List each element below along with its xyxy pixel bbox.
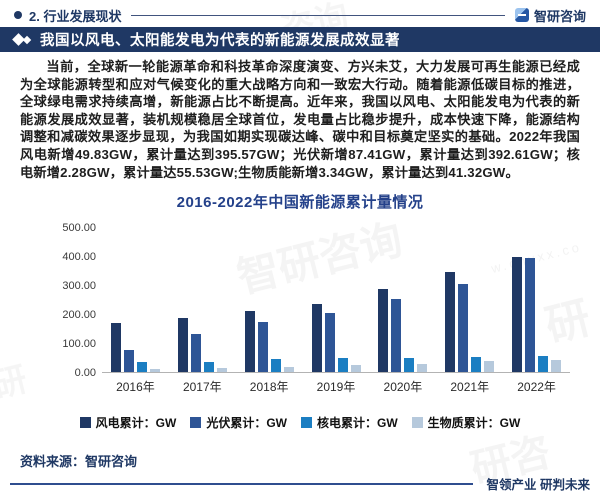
chart-legend: 风电累计：GW 光伏累计：GW 核电累计：GW 生物质累计：GW bbox=[0, 414, 600, 431]
legend-item: 核电累计：GW bbox=[301, 414, 398, 431]
chart-bar bbox=[391, 298, 402, 373]
chart-bar bbox=[417, 363, 428, 373]
chart-bar bbox=[257, 321, 268, 373]
chart-bar bbox=[404, 357, 415, 373]
source-label: 资料来源：智研咨询 bbox=[20, 454, 138, 470]
chart-bar bbox=[177, 317, 188, 373]
x-axis-label: 2021年 bbox=[450, 380, 490, 395]
chart-bar bbox=[283, 366, 294, 373]
chart-bar bbox=[216, 367, 227, 373]
bar-group-2021年 bbox=[436, 228, 503, 373]
bullet-dot-icon bbox=[14, 11, 22, 19]
x-axis-label: 2016年 bbox=[116, 380, 155, 395]
brand: 智研咨询 bbox=[514, 6, 586, 25]
bar-group-2019年 bbox=[303, 228, 370, 373]
chart-bar bbox=[311, 303, 322, 373]
x-axis-label: 2019年 bbox=[316, 380, 356, 395]
chart-bar bbox=[445, 271, 456, 373]
double-diamond-icon bbox=[12, 32, 34, 47]
chart-bar bbox=[324, 312, 335, 373]
section-banner: 我国以风电、太阳能发电为代表的新能源发展成效显著 bbox=[0, 27, 600, 52]
header-divider bbox=[131, 14, 505, 16]
top-header: 2. 行业发展现状 智研咨询 bbox=[0, 0, 600, 24]
x-axis-label: 2017年 bbox=[182, 380, 222, 395]
legend-swatch-icon bbox=[411, 417, 423, 429]
section-label: 2. 行业发展现状 bbox=[29, 8, 122, 24]
x-axis-label: 2018年 bbox=[249, 380, 289, 395]
plot-area bbox=[102, 228, 570, 374]
chart-bar bbox=[538, 356, 549, 373]
legend-swatch-icon bbox=[79, 417, 91, 429]
chart-bar bbox=[110, 323, 121, 373]
chart-bar bbox=[203, 361, 214, 373]
chart-bar bbox=[123, 349, 134, 373]
y-axis-tick: 300.00 bbox=[62, 280, 96, 293]
bar-chart: 500.00 400.00 300.00 200.00 100.00 0.00 2016年… bbox=[30, 222, 570, 395]
bar-group-2018年 bbox=[236, 228, 303, 373]
legend-swatch-icon bbox=[190, 417, 202, 429]
legend-label: 光伏累计：GW bbox=[206, 416, 287, 431]
legend-item: 光伏累计：GW bbox=[190, 414, 287, 431]
chart-bar bbox=[337, 358, 348, 373]
y-axis-tick: 0.00 bbox=[74, 367, 96, 380]
chart-bar bbox=[471, 356, 482, 373]
legend-swatch-icon bbox=[301, 417, 312, 429]
chart-bar bbox=[512, 257, 523, 373]
footer-slogan: 智领产业 研判未来 bbox=[486, 478, 590, 493]
chart-bar bbox=[551, 360, 562, 373]
footer-divider bbox=[10, 482, 473, 485]
bar-group-2020年 bbox=[369, 228, 436, 373]
bar-group-2022年 bbox=[503, 228, 570, 373]
y-axis-tick: 200.00 bbox=[62, 309, 96, 322]
chart-bar bbox=[149, 368, 160, 373]
x-axis-label: 2022年 bbox=[517, 380, 556, 395]
x-axis: 2016年 2017年 2018年 2019年 2020年 2021年 2022年 bbox=[102, 378, 570, 395]
y-axis-tick: 100.00 bbox=[62, 338, 96, 351]
y-axis-tick: 400.00 bbox=[62, 251, 96, 264]
chart-bar bbox=[136, 362, 147, 373]
footer: 智领产业 研判未来 bbox=[10, 474, 590, 493]
chart-bar bbox=[244, 311, 255, 373]
y-axis: 500.00 400.00 300.00 200.00 100.00 0.00 bbox=[30, 222, 102, 379]
bar-group-2017年 bbox=[169, 228, 236, 373]
chart-bar bbox=[378, 288, 389, 373]
legend-label: 风电累计：GW bbox=[95, 416, 177, 431]
brand-name: 智研咨询 bbox=[533, 8, 586, 24]
chart-title: 2016-2022年中国新能源累计量情况 bbox=[176, 194, 424, 212]
chart-bar bbox=[190, 334, 201, 373]
legend-item: 生物质累计：GW bbox=[411, 414, 521, 431]
chart-bar bbox=[525, 258, 536, 373]
chart-bar bbox=[350, 365, 361, 373]
body-paragraph: 当前，全球新一轮能源革命和科技革命深度演变、方兴未艾，大力发展可再生能源已经成为… bbox=[20, 59, 580, 180]
chart-bar bbox=[458, 283, 469, 373]
legend-item: 风电累计：GW bbox=[79, 414, 177, 431]
chart-bar bbox=[270, 359, 281, 373]
x-axis-label: 2020年 bbox=[383, 380, 423, 395]
chart-bar bbox=[484, 361, 495, 373]
legend-label: 生物质累计：GW bbox=[427, 416, 521, 431]
bar-group-2016年 bbox=[102, 228, 169, 373]
zhiyan-logo-icon bbox=[514, 8, 529, 22]
y-axis-tick: 500.00 bbox=[62, 222, 96, 235]
banner-title: 我国以风电、太阳能发电为代表的新能源发展成效显著 bbox=[40, 33, 400, 49]
legend-label: 核电累计：GW bbox=[317, 416, 398, 431]
